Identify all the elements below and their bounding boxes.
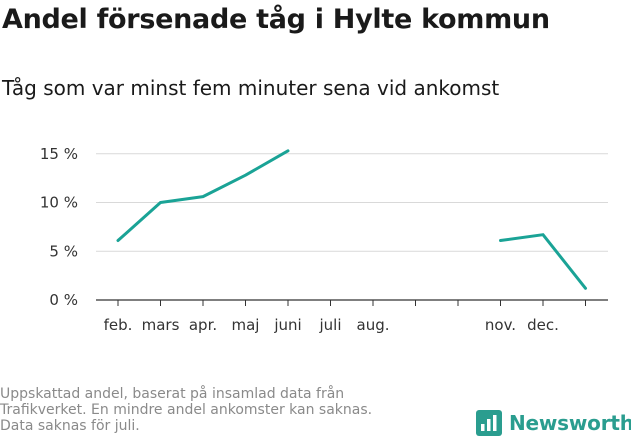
y-tick-label: 10 % — [40, 194, 78, 212]
x-tick-label: feb. — [104, 316, 133, 334]
x-tick-label: mars — [142, 316, 180, 334]
newsworthy-logo: Newsworthy — [476, 408, 631, 438]
series-line-segment — [499, 233, 587, 290]
x-tick-label: dec. — [527, 316, 559, 334]
footnote-line: Uppskattad andel, baserat på insamlad da… — [0, 386, 345, 402]
y-tick-label: 0 % — [49, 291, 78, 309]
series-line-segment — [116, 149, 290, 243]
grid-lines — [96, 153, 608, 301]
x-tick-label: aug. — [357, 316, 390, 334]
chart-subtitle: Tåg som var minst fem minuter sena vid a… — [2, 76, 500, 100]
series-lines — [116, 149, 587, 290]
x-tick-label: nov. — [485, 316, 516, 334]
x-tick-label: maj — [232, 316, 260, 334]
x-tick-label: juli — [318, 316, 341, 334]
y-axis-ticks: 0 % 5 % 10 % 15 % — [40, 145, 78, 309]
footnote: Uppskattad andel, baserat på insamlad da… — [0, 386, 440, 434]
brand-name: Newsworthy — [509, 411, 631, 435]
chart-title: Andel försenade tåg i Hylte kommun — [2, 4, 550, 35]
y-tick-label: 15 % — [40, 145, 78, 163]
footnote-line: Data saknas för juli. — [0, 418, 140, 434]
x-tick-label: apr. — [189, 316, 217, 334]
y-tick-label: 5 % — [49, 242, 78, 260]
x-axis: feb. mars apr. maj juni juli aug. nov. dec. — [104, 300, 586, 334]
x-tick-label: juni — [273, 316, 301, 334]
footnote-line: Trafikverket. En mindre andel ankomster … — [0, 402, 373, 418]
bar-chart-icon — [476, 410, 502, 436]
